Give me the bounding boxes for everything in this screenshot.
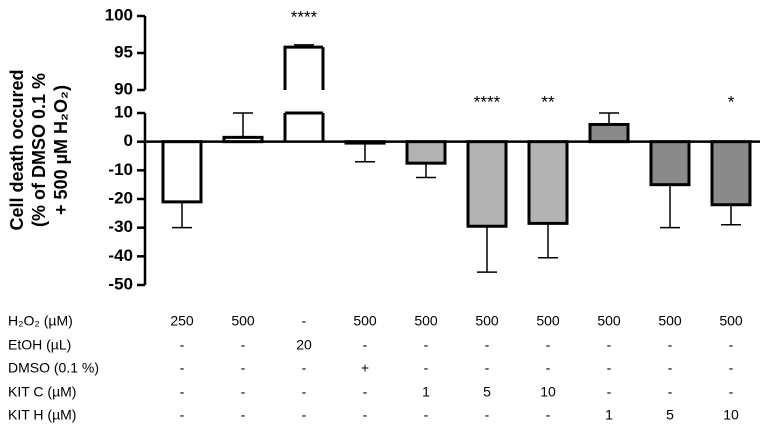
- condition-value: -: [180, 360, 185, 376]
- condition-value: -: [668, 337, 673, 353]
- bar: [283, 45, 325, 92]
- y-axis-title: Cell death occured (% of DMSO 0.1 % + 500 …: [7, 69, 71, 230]
- y-tick-label: -20: [108, 188, 133, 207]
- condition-value: -: [241, 407, 246, 423]
- condition-value: -: [302, 407, 307, 423]
- condition-value: -: [607, 384, 612, 400]
- condition-value: -: [302, 384, 307, 400]
- significance: *: [728, 92, 735, 111]
- condition-value: 500: [536, 313, 560, 329]
- condition-value: -: [607, 337, 612, 353]
- condition-value: -: [180, 384, 185, 400]
- condition-label: KIT C (µM): [8, 384, 76, 400]
- condition-value: 20: [296, 337, 312, 353]
- condition-value: 1: [605, 407, 613, 423]
- condition-value: -: [729, 384, 734, 400]
- condition-label: KIT H (µM): [8, 407, 76, 423]
- bar: [527, 140, 569, 225]
- bar: [466, 140, 508, 228]
- y-tick-label: 100: [105, 5, 133, 24]
- bar: [405, 140, 447, 165]
- condition-value: -: [363, 337, 368, 353]
- condition-value: -: [607, 360, 612, 376]
- significance: **: [541, 92, 555, 111]
- condition-value: -: [241, 337, 246, 353]
- condition-value: -: [180, 337, 185, 353]
- condition-value: 10: [540, 384, 556, 400]
- condition-value: -: [546, 337, 551, 353]
- condition-value: -: [485, 407, 490, 423]
- condition-value: -: [424, 407, 429, 423]
- condition-value: -: [668, 384, 673, 400]
- significance: ****: [474, 92, 501, 111]
- bar: [710, 140, 752, 207]
- condition-value: -: [424, 337, 429, 353]
- bar: [588, 122, 630, 144]
- condition-value: 500: [353, 313, 377, 329]
- y-tick-label: -50: [108, 274, 133, 293]
- condition-value: 250: [170, 313, 194, 329]
- condition-value: 10: [723, 407, 739, 423]
- condition-value: 500: [658, 313, 682, 329]
- condition-value: -: [241, 384, 246, 400]
- condition-value: -: [302, 360, 307, 376]
- condition-value: -: [485, 337, 490, 353]
- condition-value: -: [729, 337, 734, 353]
- condition-value: +: [361, 360, 369, 376]
- y-axis-title-line: (% of DMSO 0.1 %: [29, 73, 49, 227]
- condition-value: -: [363, 384, 368, 400]
- condition-value: 500: [475, 313, 499, 329]
- condition-value: 500: [231, 313, 255, 329]
- condition-label: H₂O₂ (µM): [8, 313, 73, 329]
- condition-value: -: [546, 407, 551, 423]
- condition-value: -: [729, 360, 734, 376]
- bar: [649, 140, 691, 187]
- significance: ****: [291, 7, 318, 26]
- condition-value: -: [546, 360, 551, 376]
- condition-label: DMSO (0.1 %): [8, 360, 99, 376]
- condition-value: -: [302, 313, 307, 329]
- condition-value: 1: [422, 384, 430, 400]
- condition-value: -: [668, 360, 673, 376]
- y-axis-title-line: Cell death occured: [7, 69, 27, 230]
- bar: [161, 140, 203, 204]
- condition-value: -: [424, 360, 429, 376]
- y-tick-label: 0: [124, 131, 133, 150]
- y-tick-label: -10: [108, 160, 133, 179]
- y-tick-label: 95: [114, 42, 133, 61]
- bar: [283, 111, 325, 144]
- condition-value: -: [485, 360, 490, 376]
- condition-value: 5: [483, 384, 491, 400]
- y-tick-label: 90: [114, 79, 133, 98]
- y-tick-label: -30: [108, 217, 133, 236]
- condition-value: 500: [597, 313, 621, 329]
- condition-value: -: [241, 360, 246, 376]
- condition-value: -: [363, 407, 368, 423]
- condition-label: EtOH (µL): [8, 337, 71, 353]
- condition-value: 500: [719, 313, 743, 329]
- condition-value: -: [180, 407, 185, 423]
- y-axis-title-line: + 500 µM H₂O₂): [51, 85, 71, 215]
- condition-value: 5: [666, 407, 674, 423]
- condition-value: 500: [414, 313, 438, 329]
- y-tick-label: 10: [114, 102, 133, 121]
- y-tick-label: -40: [108, 246, 133, 265]
